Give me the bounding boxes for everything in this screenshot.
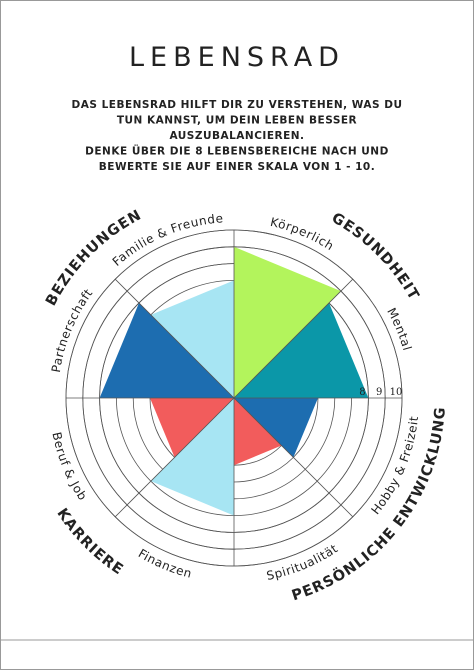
intro-line: BEWERTE SIE AUF EINER SKALA VON 1 - 10. xyxy=(99,161,375,173)
title: LEBENSRAD xyxy=(129,42,345,73)
wedge xyxy=(234,246,341,398)
spoke xyxy=(114,397,235,518)
wedge xyxy=(234,398,282,466)
wedge xyxy=(150,398,234,458)
wedge xyxy=(150,280,234,398)
intro-line: DENKE ÜBER DIE 8 LEBENSBEREICHE NACH UND xyxy=(85,144,389,158)
r-tick-label: 9 xyxy=(376,387,382,398)
wedge xyxy=(99,302,234,398)
r-tick-label: 10 xyxy=(390,387,403,398)
spoke xyxy=(233,278,354,399)
intro-line: TUN KANNST, UM DEIN LEBEN BESSER xyxy=(117,115,357,127)
r-tick-label: 8 xyxy=(359,387,365,398)
wedge xyxy=(234,398,318,458)
wedge xyxy=(150,398,234,516)
intro-line: DAS LEBENSRAD HILFT DIR ZU VERSTEHEN, WA… xyxy=(72,99,403,111)
intro-line: AUSZUBALANCIEREN. xyxy=(169,130,304,142)
intro: DAS LEBENSRAD HILFT DIR ZU VERSTEHEN, WA… xyxy=(72,99,403,173)
spoke xyxy=(233,397,354,518)
spoke xyxy=(114,278,235,399)
wedge xyxy=(234,302,369,398)
